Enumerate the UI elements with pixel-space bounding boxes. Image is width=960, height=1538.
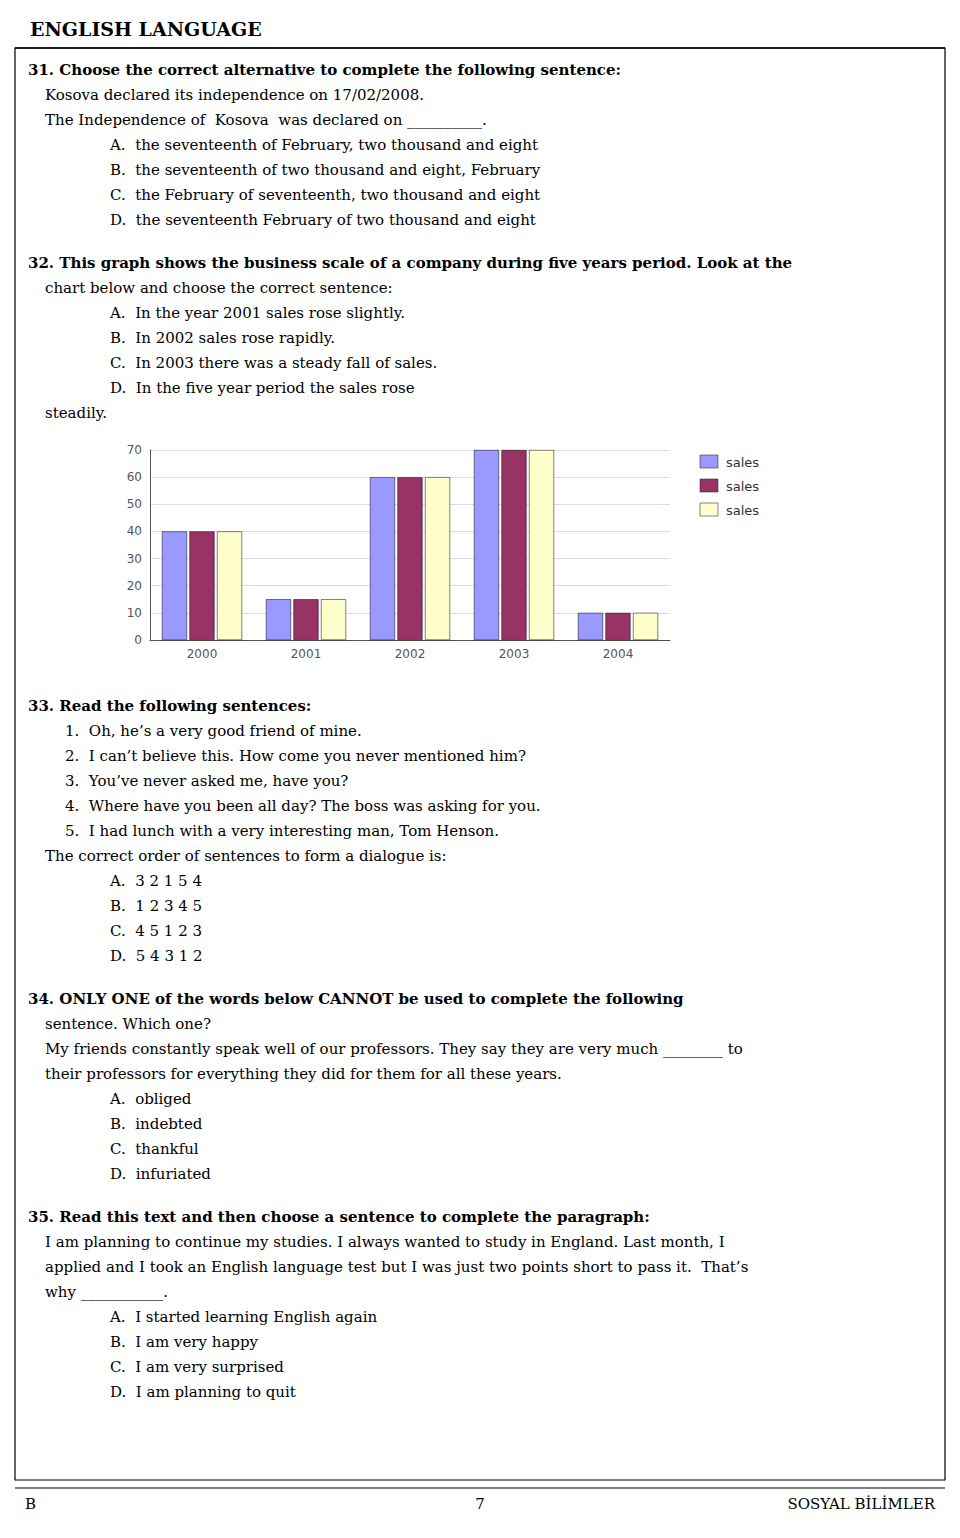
svg-text:20: 20 — [127, 579, 142, 593]
svg-text:0: 0 — [134, 633, 142, 647]
svg-text:B. the seventeenth of two tho: B. the seventeenth of two thousand and e… — [110, 161, 541, 179]
svg-text:35. Read this text and then ch: 35. Read this text and then choose a sen… — [28, 1208, 650, 1226]
svg-text:2004: 2004 — [603, 647, 634, 661]
svg-text:33. Read the following sentenc: 33. Read the following sentences: — [28, 697, 311, 715]
svg-text:B: B — [25, 1495, 36, 1513]
svg-text:4. Where have you been all da: 4. Where have you been all day? The boss… — [65, 797, 541, 815]
svg-text:applied and I took an English: applied and I took an English language t… — [45, 1258, 748, 1276]
svg-text:The correct order of sentences: The correct order of sentences to form a… — [45, 847, 447, 865]
svg-text:D. 5 4 3 1 2: D. 5 4 3 1 2 — [110, 947, 203, 965]
svg-text:I am planning to continue my s: I am planning to continue my studies. I … — [45, 1233, 725, 1251]
svg-text:ENGLISH LANGUAGE: ENGLISH LANGUAGE — [30, 18, 262, 40]
svg-text:50: 50 — [127, 497, 142, 511]
svg-text:A. 3 2 1 5 4: A. 3 2 1 5 4 — [109, 872, 202, 890]
svg-text:C. the February of seventeent: C. the February of seventeenth, two thou… — [110, 186, 540, 204]
svg-text:1. Oh, he’s a very good frien: 1. Oh, he’s a very good friend of mine. — [65, 722, 362, 740]
svg-text:My friends constantly speak we: My friends constantly speak well of our … — [45, 1040, 743, 1058]
svg-text:sentence. Which one?: sentence. Which one? — [45, 1015, 211, 1033]
svg-text:their professors for everythin: their professors for everything they did… — [45, 1065, 562, 1083]
svg-text:60: 60 — [127, 470, 142, 484]
svg-text:C. I am very surprised: C. I am very surprised — [110, 1358, 284, 1376]
svg-text:A. In the year 2001 sales ros: A. In the year 2001 sales rose slightly. — [109, 304, 405, 322]
svg-text:The Independence of Kosova w: The Independence of Kosova was declared … — [45, 111, 487, 129]
svg-text:A. I started learning English: A. I started learning English again — [109, 1308, 377, 1326]
svg-text:D. I am planning to quit: D. I am planning to quit — [110, 1383, 296, 1401]
svg-text:2003: 2003 — [499, 647, 530, 661]
svg-text:70: 70 — [127, 443, 142, 457]
svg-text:34. ONLY ONE of the words belo: 34. ONLY ONE of the words below CANNOT b… — [28, 990, 684, 1008]
svg-text:2002: 2002 — [395, 647, 426, 661]
svg-text:2000: 2000 — [187, 647, 218, 661]
svg-text:D. In the five year period th: D. In the five year period the sales ros… — [110, 379, 415, 397]
svg-text:D. infuriated: D. infuriated — [110, 1165, 211, 1183]
svg-text:B. 1 2 3 4 5: B. 1 2 3 4 5 — [110, 897, 202, 915]
svg-text:SOSYAL BİLİMLER: SOSYAL BİLİMLER — [787, 1495, 935, 1513]
svg-text:C. In 2003 there was a steady: C. In 2003 there was a steady fall of sa… — [110, 354, 437, 372]
svg-text:A. obliged: A. obliged — [109, 1090, 192, 1108]
svg-text:3. You’ve never asked me, hav: 3. You’ve never asked me, have you? — [65, 772, 348, 790]
svg-text:B. indebted: B. indebted — [110, 1115, 203, 1133]
svg-text:sales: sales — [726, 479, 759, 494]
svg-text:sales: sales — [726, 455, 759, 470]
svg-text:sales: sales — [726, 503, 759, 518]
svg-text:2001: 2001 — [291, 647, 322, 661]
svg-text:40: 40 — [127, 524, 142, 538]
svg-text:B. In 2002 sales rose rapidly: B. In 2002 sales rose rapidly. — [110, 329, 335, 347]
svg-text:A. the seventeenth of Februar: A. the seventeenth of February, two thou… — [109, 136, 538, 154]
svg-text:B. I am very happy: B. I am very happy — [110, 1333, 259, 1351]
svg-text:2. I can’t believe this. How: 2. I can’t believe this. How come you ne… — [65, 747, 526, 765]
svg-text:32. This graph shows the busin: 32. This graph shows the business scale … — [28, 254, 792, 272]
svg-text:Kosova declared its independen: Kosova declared its independence on 17/0… — [45, 86, 424, 104]
svg-text:30: 30 — [127, 552, 142, 566]
svg-text:C. 4 5 1 2 3: C. 4 5 1 2 3 — [110, 922, 202, 940]
svg-text:5. I had lunch with a very in: 5. I had lunch with a very interesting m… — [65, 822, 499, 840]
svg-text:chart below and choose the cor: chart below and choose the correct sente… — [45, 279, 393, 297]
svg-text:D. the seventeenth February o: D. the seventeenth February of two thous… — [110, 211, 536, 229]
svg-text:steadily.: steadily. — [45, 404, 107, 422]
svg-text:7: 7 — [475, 1495, 485, 1513]
svg-text:31. Choose the correct alterna: 31. Choose the correct alternative to co… — [28, 61, 621, 79]
svg-text:10: 10 — [127, 606, 142, 620]
svg-text:why ___________.: why ___________. — [45, 1283, 168, 1301]
svg-text:C. thankful: C. thankful — [110, 1140, 199, 1158]
